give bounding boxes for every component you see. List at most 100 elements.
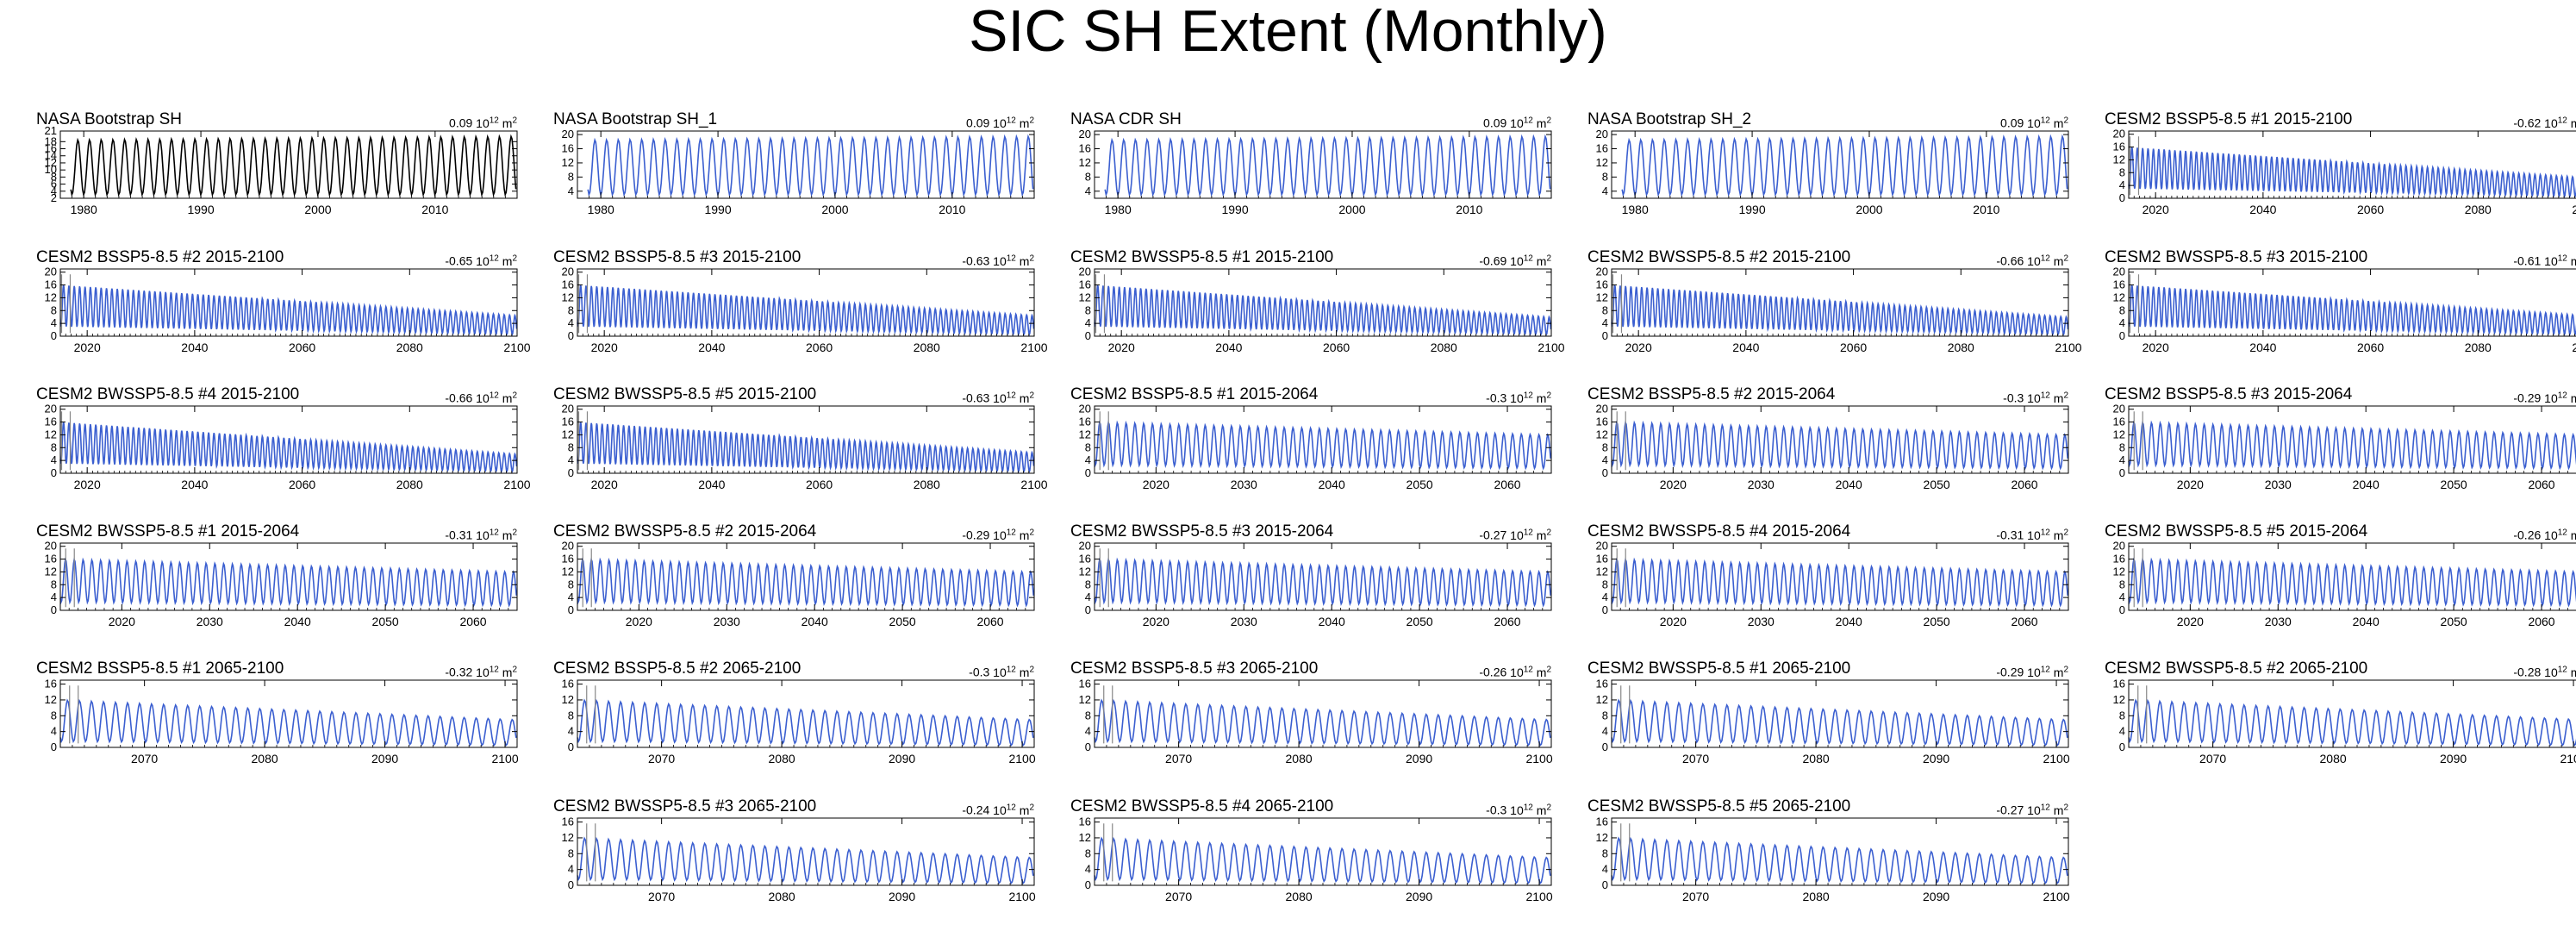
y-tick-label: 12	[1079, 428, 1091, 441]
y-tick-label: 0	[2119, 603, 2125, 616]
y-tick-label: 12	[1596, 693, 1608, 706]
x-tick-label: 2060	[1494, 615, 1520, 628]
x-tick-label: 2020	[1108, 341, 1135, 354]
x-tick-label: 2070	[131, 752, 158, 765]
panel-trend: -0.66 1012 m2	[1996, 252, 2068, 268]
x-tick-label: 2070	[648, 890, 675, 903]
panel-title: CESM2 BSSP5-8.5 #3 2015-2064	[2105, 385, 2353, 403]
trend-unit-suffix-exp: 2	[1546, 116, 1551, 125]
spinup-line	[1103, 823, 1113, 882]
panel-title: CESM2 BWSSP5-8.5 #5 2015-2100	[553, 385, 817, 403]
y-tick-label: 4	[568, 590, 574, 603]
x-tick-label: 2030	[196, 615, 223, 628]
x-tick-label: 2080	[914, 341, 940, 354]
y-tick-label: 0	[1085, 466, 1091, 479]
y-tick-label: 8	[1085, 847, 1091, 859]
series-line	[577, 698, 1034, 747]
series-line	[1621, 134, 2068, 197]
y-tick-label: 4	[568, 453, 574, 466]
trend-unit-base: 10	[2027, 253, 2041, 268]
trend-value: -0.3	[1486, 803, 1507, 817]
y-tick-label: 16	[2113, 678, 2125, 690]
trend-unit-suffix-exp: 2	[1546, 665, 1551, 674]
y-tick-label: 12	[45, 693, 57, 706]
series-line	[1611, 836, 2068, 884]
x-tick-label: 2050	[372, 615, 399, 628]
chart-panel: CESM2 BWSSP5-8.5 #2 2015-2064 -0.29 1012 …	[552, 522, 1035, 628]
x-tick-label: 2100	[2572, 203, 2576, 216]
trend-unit-base: 10	[2544, 528, 2558, 542]
trend-unit-exp: 12	[489, 253, 499, 263]
panel-trend: 0.09 1012 m2	[966, 114, 1034, 130]
trend-unit-base: 10	[2027, 391, 2041, 405]
trend-unit: 1012 m2	[2541, 253, 2576, 268]
x-tick-label: 2040	[1836, 615, 1862, 628]
plot-frame	[59, 405, 518, 474]
trend-unit-exp: 12	[1006, 528, 1016, 537]
y-tick-label: 20	[1596, 266, 1608, 278]
x-tick-label: 2060	[2357, 203, 2384, 216]
trend-value: 0.09	[966, 116, 990, 130]
x-tick-label: 2080	[1948, 341, 1974, 354]
x-tick-label: 2030	[1231, 615, 1257, 628]
trend-unit-suffix-exp: 2	[1546, 528, 1551, 537]
y-tick-label: 20	[562, 540, 574, 553]
y-tick-label: 8	[568, 578, 574, 590]
x-tick-label: 1990	[1738, 203, 1765, 216]
y-tick-label: 4	[2119, 590, 2125, 603]
trend-unit-suffix: m	[2053, 528, 2064, 542]
x-tick-label: 1990	[187, 203, 214, 216]
trend-value: -0.29	[962, 528, 990, 542]
panel-trend: -0.3 1012 m2	[2003, 389, 2068, 405]
panel-title: CESM2 BWSSP5-8.5 #2 2015-2100	[1587, 248, 1851, 266]
x-tick-label: 2100	[2572, 341, 2576, 354]
x-tick-label: 2080	[2465, 341, 2492, 354]
y-tick-label: 16	[562, 278, 574, 291]
x-tick-label: 2060	[806, 341, 833, 354]
chart-panel: CESM2 BWSSP5-8.5 #3 2015-2064 -0.27 1012 …	[1069, 522, 1552, 628]
chart-panel: CESM2 BWSSP5-8.5 #4 2065-2100 -0.3 1012 m…	[1069, 797, 1553, 903]
chart-panel: CESM2 BWSSP5-8.5 #1 2065-2100 -0.29 1012 …	[1586, 659, 2070, 765]
x-tick-label: 2100	[503, 341, 530, 354]
trend-unit-base: 10	[1510, 391, 1524, 405]
trend-unit-exp: 12	[2557, 253, 2567, 263]
x-tick-label: 1980	[71, 203, 97, 216]
trend-unit: 1012 m2	[989, 528, 1034, 542]
chart-panel: CESM2 BWSSP5-8.5 #1 2015-2064 -0.31 1012 …	[34, 522, 518, 628]
chart-svg: 2070 2080 2090 2100 0 4 8 12 16	[562, 815, 1036, 903]
y-tick-label: 16	[562, 142, 574, 155]
series-line	[577, 422, 1035, 474]
chart-panel: NASA CDR SH 0.09 1012 m2 1980 1990 2000 2010 4…	[1069, 110, 1552, 216]
x-tick-label: 2020	[2177, 478, 2204, 491]
y-tick-label: 12	[562, 428, 574, 441]
x-tick-label: 2090	[889, 752, 915, 765]
x-tick-label: 2020	[591, 478, 618, 491]
y-tick-label: 0	[2119, 466, 2125, 479]
y-tick-label: 0	[1085, 603, 1091, 616]
y-tick-label: 4	[568, 184, 574, 197]
trend-value: -0.62	[2513, 116, 2542, 130]
panel-title: CESM2 BWSSP5-8.5 #3 2065-2100	[553, 797, 817, 815]
x-tick-label: 2100	[1020, 341, 1047, 354]
x-tick-label: 2050	[1924, 615, 1950, 628]
y-tick-label: 16	[1596, 142, 1608, 155]
panel-trend: 0.09 1012 m2	[2000, 114, 2068, 130]
trend-value: -0.66	[445, 391, 473, 405]
chart-svg: 2070 2080 2090 2100 0 4 8 12 16	[1079, 815, 1553, 903]
trend-unit-suffix-exp: 2	[2063, 528, 2068, 537]
y-tick-label: 8	[568, 170, 574, 183]
spinup-line	[2133, 411, 2143, 471]
panel-title: CESM2 BWSSP5-8.5 #2 2015-2064	[553, 522, 817, 540]
y-tick-label: 20	[1596, 403, 1608, 416]
x-tick-label: 2060	[2011, 478, 2037, 491]
x-tick-label: 2020	[2143, 203, 2169, 216]
trend-unit: 1012 m2	[472, 528, 517, 542]
trend-value: 0.09	[2000, 116, 2024, 130]
x-tick-label: 2100	[1020, 478, 1047, 491]
trend-unit-suffix: m	[502, 391, 513, 405]
spinup-line	[65, 548, 75, 608]
series-line	[1611, 284, 2069, 336]
